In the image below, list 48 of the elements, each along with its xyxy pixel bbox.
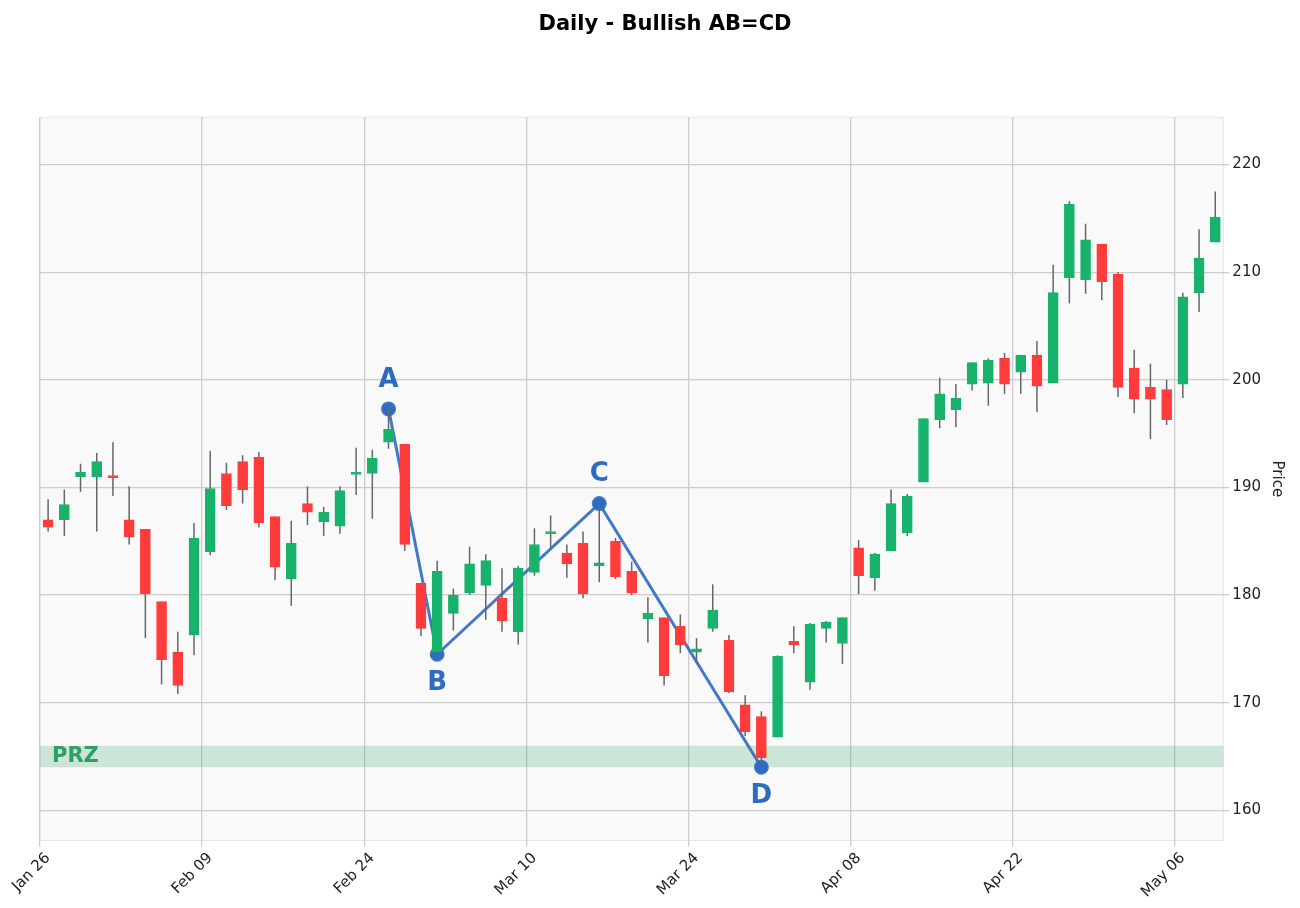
candlestick — [318, 506, 330, 537]
y-axis-title: Price — [1269, 460, 1288, 498]
x-tick-label: Feb 24 — [329, 848, 378, 898]
candlestick — [707, 583, 719, 633]
data-label: D — [750, 779, 773, 810]
candlestick — [626, 560, 638, 596]
candlestick — [1209, 190, 1221, 243]
candlestick — [302, 485, 313, 526]
candlestick — [480, 553, 492, 621]
candlestick — [1015, 354, 1027, 395]
x-tick-label: Apr 22 — [978, 848, 1027, 897]
point — [753, 759, 769, 775]
candlestick — [107, 441, 119, 497]
x-tick-label: Apr 08 — [816, 848, 865, 897]
candlestick — [366, 449, 378, 520]
y-tick-label: 220 — [1232, 154, 1262, 173]
candlestick — [674, 613, 686, 654]
candlestick — [58, 488, 70, 537]
data-label: B — [427, 666, 448, 697]
x-tick-label: Jan 26 — [7, 848, 54, 896]
point — [591, 496, 607, 512]
candlestick — [75, 463, 86, 493]
y-tick-label: 180 — [1232, 584, 1262, 603]
candlestick — [350, 446, 362, 496]
data-label: C — [589, 457, 609, 488]
candlestick — [448, 587, 459, 632]
x-tick-label: Feb 09 — [167, 848, 216, 898]
data-label: A — [378, 362, 399, 393]
candlestick — [496, 567, 508, 633]
candlestick — [788, 625, 800, 654]
chart-title: Daily - Bullish AB=CD — [538, 11, 792, 36]
candlestick — [869, 552, 881, 592]
y-tick-label: 160 — [1232, 800, 1262, 819]
candlestick — [545, 514, 556, 549]
candlestick — [91, 452, 103, 533]
candlestick — [820, 620, 832, 644]
candlestick — [123, 485, 135, 546]
candlestick — [966, 361, 978, 392]
candlestick — [1145, 362, 1156, 440]
candlestick — [42, 498, 54, 533]
band-label: PRZ — [52, 742, 99, 767]
y-tick-label: 170 — [1232, 692, 1262, 711]
point — [381, 401, 397, 417]
y-tick-label: 200 — [1232, 369, 1262, 388]
candlestick — [642, 596, 654, 644]
y-tick-label: 190 — [1232, 477, 1262, 496]
y-tick-label: 210 — [1232, 262, 1262, 281]
candlestick — [982, 357, 994, 407]
